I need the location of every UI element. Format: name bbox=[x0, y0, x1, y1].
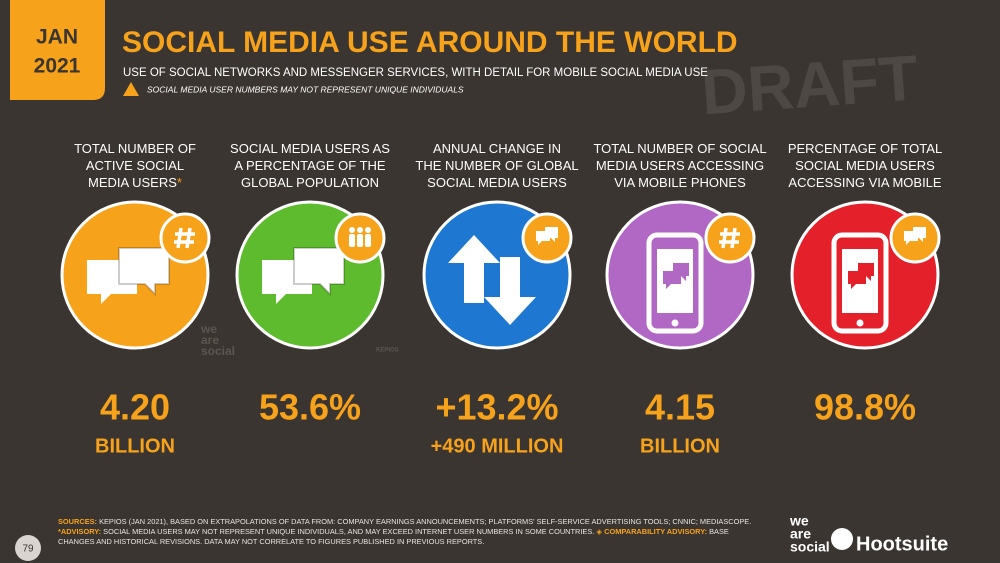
icon bbox=[448, 235, 500, 303]
stat-card: SOCIAL MEDIA USERS AS A PERCENTAGE OF THE… bbox=[230, 141, 399, 427]
source-mark: we bbox=[200, 322, 217, 336]
stat-label-line: VIA MOBILE PHONES bbox=[614, 175, 746, 190]
stat-label: SOCIAL MEDIA USERS AS bbox=[230, 141, 390, 156]
stat-value: 4.15 bbox=[645, 387, 715, 428]
stat-label: SOCIAL MEDIA USERS bbox=[795, 158, 935, 173]
stat-label: ANNUAL CHANGE IN bbox=[433, 141, 561, 156]
source-mark: social bbox=[201, 344, 235, 358]
stat-label-line: PERCENTAGE OF TOTAL bbox=[788, 141, 942, 156]
asterisk: * bbox=[177, 175, 182, 190]
we-are-social-logo: social bbox=[790, 539, 830, 555]
footer-label: ◈ COMPARABILITY ADVISORY: bbox=[596, 527, 707, 536]
stat-card: TOTAL NUMBER OF ACTIVE SOCIAL MEDIA USERS*… bbox=[60, 141, 235, 457]
stat-label: ACTIVE SOCIAL bbox=[86, 158, 184, 173]
watermark: DRAFT bbox=[699, 41, 920, 128]
stat-label-line: A PERCENTAGE OF THE bbox=[234, 158, 386, 173]
page-number-badge bbox=[15, 535, 41, 561]
stat-label: PERCENTAGE OF TOTAL bbox=[788, 141, 942, 156]
page-number: 79 bbox=[22, 544, 34, 555]
title: SOCIAL MEDIA USE AROUND THE WORLD bbox=[122, 26, 738, 59]
stat-card: ANNUAL CHANGE IN THE NUMBER OF GLOBAL SOCI… bbox=[415, 141, 578, 457]
stat-label: MEDIA USERS* bbox=[88, 175, 182, 190]
icon bbox=[663, 263, 689, 289]
stat-unit: BILLION bbox=[640, 435, 720, 457]
date-badge bbox=[10, 0, 105, 100]
footer-line: SOURCES: KEPIOS (JAN 2021), BASED ON EXT… bbox=[58, 517, 751, 526]
source-mark: KEPIOS bbox=[376, 348, 399, 354]
stat-value: 4.20 bbox=[100, 387, 170, 428]
icon bbox=[848, 263, 874, 289]
badge-month: JAN bbox=[36, 26, 78, 49]
badge-icon bbox=[719, 227, 740, 249]
stat-label: THE NUMBER OF GLOBAL bbox=[415, 158, 578, 173]
stat-label-line: MEDIA USERS bbox=[88, 175, 177, 190]
icon-badge bbox=[704, 212, 756, 264]
icon bbox=[856, 319, 864, 327]
stat-value: 98.8% bbox=[814, 387, 916, 428]
badge-icon bbox=[174, 227, 195, 249]
footer-text: BASE bbox=[707, 527, 729, 536]
stat-label: SOCIAL MEDIA USERS bbox=[427, 175, 567, 190]
stat-unit: +490 MILLION bbox=[431, 435, 564, 457]
stat-value: +13.2% bbox=[435, 387, 558, 428]
warning-icon bbox=[123, 82, 139, 96]
badge-year: 2021 bbox=[34, 55, 81, 78]
footer-line: *ADVISORY: SOCIAL MEDIA USERS MAY NOT RE… bbox=[58, 527, 729, 536]
stat-label: A PERCENTAGE OF THE bbox=[234, 158, 386, 173]
hootsuite-logo: Hootsuite bbox=[856, 533, 948, 555]
stat-label-line: THE NUMBER OF GLOBAL bbox=[415, 158, 578, 173]
stat-card: PERCENTAGE OF TOTAL SOCIAL MEDIA USERS ACC… bbox=[788, 141, 942, 427]
stat-label-line: ACCESSING VIA MOBILE bbox=[788, 175, 941, 190]
icon-badge bbox=[159, 212, 211, 264]
stat-label-line: TOTAL NUMBER OF bbox=[74, 141, 196, 156]
badge-icon bbox=[357, 227, 363, 233]
icon bbox=[484, 257, 536, 325]
stat-label-line: SOCIAL MEDIA USERS bbox=[795, 158, 935, 173]
stat-label-line: MEDIA USERS ACCESSING bbox=[596, 158, 764, 173]
stat-label: ACCESSING VIA MOBILE bbox=[788, 175, 941, 190]
footer-line: CHANGES AND HISTORICAL REVISIONS. DATA M… bbox=[58, 537, 484, 546]
stat-card: TOTAL NUMBER OF SOCIAL MEDIA USERS ACCESS… bbox=[593, 141, 766, 457]
stat-label-line: TOTAL NUMBER OF SOCIAL bbox=[593, 141, 766, 156]
stat-label: TOTAL NUMBER OF SOCIAL bbox=[593, 141, 766, 156]
we-are-social-logo: are bbox=[790, 526, 811, 542]
subtitle: USE OF SOCIAL NETWORKS AND MESSENGER SER… bbox=[123, 67, 708, 79]
warning: SOCIAL MEDIA USER NUMBERS MAY NOT REPRES… bbox=[147, 84, 464, 94]
stat-label: GLOBAL POPULATION bbox=[241, 175, 379, 190]
footer-label: *ADVISORY: bbox=[58, 527, 101, 536]
badge-icon bbox=[904, 227, 926, 245]
we-are-social-logo: we bbox=[789, 513, 809, 529]
badge-icon bbox=[357, 234, 363, 247]
stat-unit: BILLION bbox=[95, 435, 175, 457]
icon bbox=[671, 319, 679, 327]
badge-icon bbox=[536, 227, 558, 245]
footer-label: SOURCES: bbox=[58, 517, 97, 526]
stat-label-line: ANNUAL CHANGE IN bbox=[433, 141, 561, 156]
stat-value: 53.6% bbox=[259, 387, 361, 428]
badge-icon bbox=[365, 234, 371, 247]
stat-label-line: GLOBAL POPULATION bbox=[241, 175, 379, 190]
badge-icon bbox=[365, 227, 371, 233]
stat-label: MEDIA USERS ACCESSING bbox=[596, 158, 764, 173]
hootsuite-owl bbox=[831, 528, 853, 550]
badge-icon bbox=[349, 227, 355, 233]
footer-text: SOCIAL MEDIA USERS MAY NOT REPRESENT UNI… bbox=[101, 527, 596, 536]
icon bbox=[646, 232, 704, 334]
icon bbox=[831, 232, 889, 334]
footer-text: KEPIOS (JAN 2021), BASED ON EXTRAPOLATIO… bbox=[97, 517, 751, 526]
stat-label-line: SOCIAL MEDIA USERS AS bbox=[230, 141, 390, 156]
stat-label-line: ACTIVE SOCIAL bbox=[86, 158, 184, 173]
source-mark: are bbox=[201, 333, 219, 347]
stat-label: VIA MOBILE PHONES bbox=[614, 175, 746, 190]
badge-icon bbox=[349, 234, 355, 247]
stat-label: TOTAL NUMBER OF bbox=[74, 141, 196, 156]
stat-label-line: SOCIAL MEDIA USERS bbox=[427, 175, 567, 190]
footer-text: CHANGES AND HISTORICAL REVISIONS. DATA M… bbox=[58, 537, 484, 546]
